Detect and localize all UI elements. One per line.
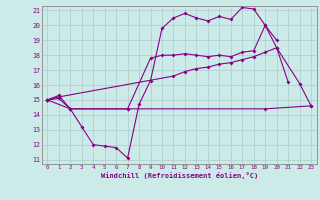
X-axis label: Windchill (Refroidissement éolien,°C): Windchill (Refroidissement éolien,°C) — [100, 172, 258, 179]
